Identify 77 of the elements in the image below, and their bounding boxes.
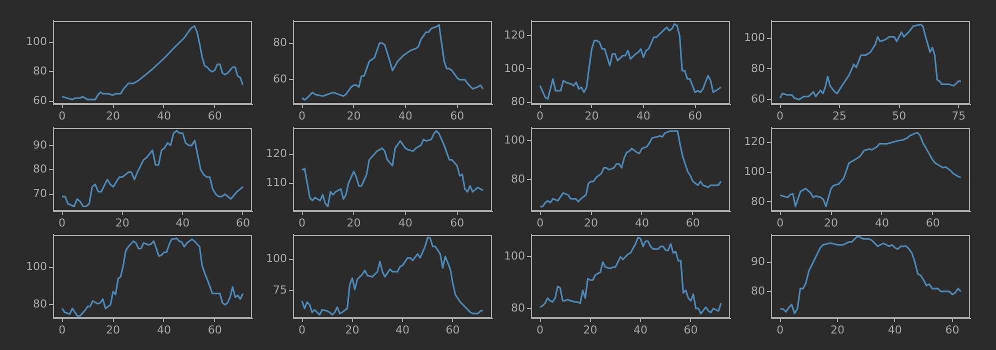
y-tick-label: 60	[33, 94, 47, 107]
y-tick-label: 80	[751, 194, 765, 208]
y-tick-label: 100	[504, 250, 525, 263]
x-tick-label: 60	[450, 216, 464, 230]
y-tick-label: 100	[744, 31, 765, 44]
y-tick-label: 60	[751, 92, 765, 106]
y-tick-label: 75	[273, 284, 287, 297]
x-tick-label: 0	[776, 216, 784, 230]
x-tick-label: 20	[345, 323, 360, 336]
x-tick-label: 40	[634, 216, 649, 230]
x-tick-label: 40	[888, 323, 902, 336]
x-tick-label: 20	[346, 109, 361, 122]
x-tick-label: 75	[952, 109, 966, 122]
x-tick-label: 20	[584, 109, 599, 122]
x-tick-label: 0	[776, 109, 784, 122]
x-tick-label: 25	[832, 109, 847, 122]
x-tick-label: 40	[156, 109, 171, 122]
x-tick-label: 0	[536, 216, 544, 230]
x-tick-label: 40	[874, 216, 889, 230]
x-tick-label: 0	[536, 323, 544, 336]
x-tick-label: 0	[58, 109, 66, 122]
x-tick-label: 40	[398, 109, 412, 122]
y-tick-label: 100	[504, 62, 525, 75]
x-tick-label: 0	[298, 216, 306, 230]
x-tick-label: 60	[684, 323, 698, 336]
y-tick-label: 120	[744, 135, 765, 148]
x-tick-label: 20	[583, 323, 598, 336]
x-tick-label: 40	[396, 323, 410, 336]
y-tick-label: 100	[744, 164, 765, 178]
x-tick-label: 20	[115, 216, 130, 230]
x-tick-label: 60	[208, 323, 222, 336]
y-tick-label: 80	[33, 162, 47, 176]
x-tick-label: 40	[398, 216, 412, 230]
y-tick-label: 120	[266, 146, 287, 160]
y-tick-label: 60	[273, 72, 287, 86]
x-tick-label: 20	[106, 109, 120, 122]
y-tick-label: 80	[751, 284, 765, 298]
x-tick-label: 60	[686, 216, 700, 230]
x-tick-label: 20	[584, 216, 598, 230]
y-tick-label: 80	[751, 62, 765, 75]
x-tick-label: 20	[824, 216, 838, 230]
x-tick-label: 20	[346, 216, 361, 230]
y-tick-label: 80	[33, 64, 47, 78]
x-tick-label: 60	[446, 323, 460, 336]
x-tick-label: 20	[106, 323, 120, 336]
y-tick-label: 90	[751, 255, 765, 268]
x-tick-label: 60	[236, 216, 250, 230]
x-tick-label: 0	[776, 323, 784, 336]
x-tick-label: 0	[536, 109, 544, 122]
y-tick-label: 100	[26, 260, 47, 274]
y-tick-label: 80	[511, 95, 525, 108]
y-tick-label: 80	[511, 301, 525, 314]
y-tick-label: 100	[504, 134, 525, 147]
y-tick-label: 80	[33, 298, 47, 311]
x-tick-label: 40	[156, 323, 171, 336]
x-tick-label: 60	[450, 109, 464, 122]
y-tick-label: 90	[33, 138, 47, 152]
x-tick-label: 0	[58, 216, 66, 230]
x-tick-label: 60	[208, 109, 222, 122]
x-tick-label: 40	[176, 216, 190, 230]
x-tick-label: 0	[298, 323, 306, 336]
y-tick-label: 100	[26, 35, 47, 48]
x-tick-label: 60	[926, 216, 940, 230]
x-tick-label: 50	[892, 109, 906, 122]
y-tick-label: 100	[266, 252, 287, 265]
x-tick-label: 20	[830, 323, 845, 336]
y-tick-label: 110	[266, 176, 287, 189]
y-tick-label: 80	[511, 172, 525, 186]
x-tick-label: 60	[945, 323, 960, 336]
x-tick-label: 0	[298, 109, 306, 122]
y-tick-label: 120	[504, 28, 525, 42]
x-tick-label: 60	[688, 109, 702, 122]
y-tick-label: 80	[273, 36, 287, 49]
x-tick-label: 40	[634, 323, 648, 336]
x-tick-label: 0	[58, 323, 66, 336]
y-tick-label: 70	[33, 187, 47, 200]
x-tick-label: 40	[636, 109, 650, 122]
